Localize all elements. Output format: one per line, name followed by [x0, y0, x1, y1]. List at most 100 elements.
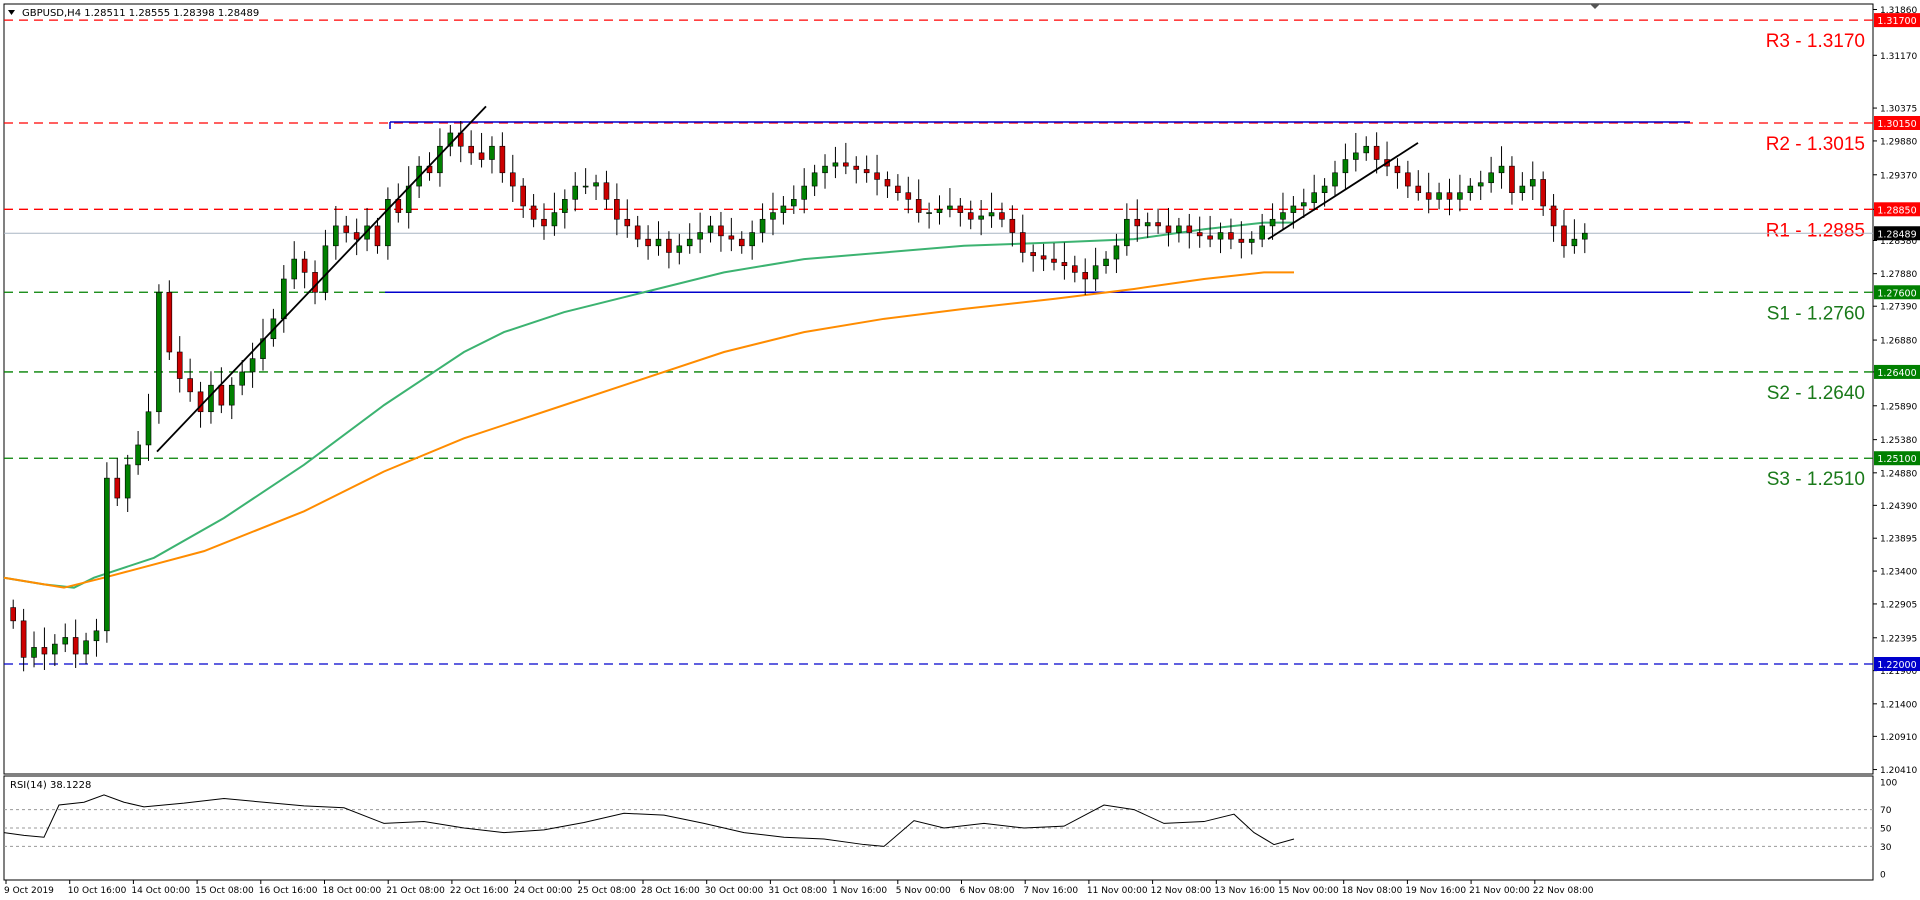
- candle-body-119[interactable]: [1248, 238, 1255, 243]
- main-panel[interactable]: [3, 3, 1874, 775]
- candle-body-107[interactable]: [1124, 218, 1130, 247]
- candle-body-17[interactable]: [187, 378, 193, 393]
- candle-body-149[interactable]: [1561, 225, 1567, 247]
- candle-body-146[interactable]: [1529, 179, 1536, 187]
- candle-body-46[interactable]: [489, 145, 495, 160]
- candle-body-97[interactable]: [1019, 232, 1026, 253]
- candle-body-138[interactable]: [1446, 192, 1453, 200]
- candle-body-134[interactable]: [1405, 172, 1411, 187]
- candle-body-49[interactable]: [520, 185, 526, 207]
- candle-body-104[interactable]: [1092, 265, 1099, 280]
- candle-body-23[interactable]: [249, 358, 256, 373]
- candle-body-32[interactable]: [343, 225, 350, 233]
- candle-body-100[interactable]: [1051, 258, 1057, 263]
- candle-body-121[interactable]: [1269, 218, 1276, 227]
- candle-body-79[interactable]: [832, 162, 839, 167]
- candle-body-111[interactable]: [1165, 225, 1172, 233]
- candle-body-128[interactable]: [1342, 159, 1349, 174]
- candle-body-73[interactable]: [770, 212, 776, 220]
- candle-body-106[interactable]: [1113, 245, 1120, 260]
- candle-body-66[interactable]: [697, 232, 703, 240]
- candle-body-136[interactable]: [1425, 192, 1432, 200]
- candle-body-112[interactable]: [1176, 225, 1182, 233]
- candle-body-36[interactable]: [385, 199, 391, 247]
- candle-body-99[interactable]: [1040, 255, 1047, 260]
- candle-body-16[interactable]: [176, 351, 183, 379]
- candle-body-20[interactable]: [218, 384, 225, 406]
- candle-body-120[interactable]: [1259, 225, 1265, 240]
- candle-body-96[interactable]: [1009, 218, 1016, 233]
- candle-body-126[interactable]: [1321, 185, 1328, 193]
- candle-body-93[interactable]: [978, 215, 984, 220]
- candle-body-27[interactable]: [291, 258, 298, 280]
- candle-body-88[interactable]: [926, 212, 932, 214]
- candle-body-102[interactable]: [1072, 265, 1078, 273]
- candle-body-48[interactable]: [509, 172, 516, 187]
- candle-body-103[interactable]: [1082, 272, 1089, 280]
- candle-body-113[interactable]: [1186, 225, 1193, 233]
- candle-body-124[interactable]: [1300, 202, 1307, 207]
- candle-body-61[interactable]: [645, 238, 651, 247]
- candle-body-109[interactable]: [1144, 222, 1151, 227]
- candle-body-116[interactable]: [1217, 232, 1224, 240]
- candle-body-137[interactable]: [1436, 192, 1442, 200]
- candle-body-71[interactable]: [749, 232, 755, 247]
- candle-body-47[interactable]: [499, 145, 506, 174]
- candle-body-141[interactable]: [1477, 182, 1484, 187]
- candle-body-143[interactable]: [1498, 165, 1505, 174]
- candle-body-151[interactable]: [1581, 232, 1588, 240]
- candle-body-130[interactable]: [1363, 145, 1370, 154]
- candle-body-31[interactable]: [333, 225, 339, 247]
- candle-body-98[interactable]: [1030, 252, 1036, 257]
- candle-body-82[interactable]: [863, 169, 870, 174]
- candle-body-127[interactable]: [1332, 172, 1338, 187]
- candle-body-140[interactable]: [1467, 185, 1474, 193]
- candle-body-35[interactable]: [374, 225, 381, 247]
- candle-body-114[interactable]: [1196, 232, 1203, 237]
- candle-body-13[interactable]: [145, 411, 152, 446]
- candle-body-18[interactable]: [197, 391, 204, 413]
- candle-body-60[interactable]: [634, 225, 641, 240]
- candle-body-0[interactable]: [10, 607, 17, 622]
- candle-body-76[interactable]: [801, 185, 808, 200]
- candle-body-19[interactable]: [208, 384, 214, 413]
- candle-body-6[interactable]: [72, 637, 79, 655]
- candle-body-145[interactable]: [1519, 185, 1526, 193]
- candle-body-55[interactable]: [582, 185, 589, 188]
- candle-body-142[interactable]: [1488, 172, 1494, 184]
- candle-body-52[interactable]: [551, 212, 558, 227]
- candle-body-87[interactable]: [915, 199, 922, 213]
- candle-body-108[interactable]: [1134, 218, 1141, 227]
- candle-body-84[interactable]: [884, 179, 891, 187]
- candle-body-117[interactable]: [1228, 232, 1234, 240]
- candle-body-135[interactable]: [1415, 185, 1422, 193]
- candle-body-14[interactable]: [156, 291, 162, 413]
- candle-body-50[interactable]: [530, 205, 537, 220]
- candle-body-129[interactable]: [1353, 152, 1359, 160]
- candle-body-91[interactable]: [957, 205, 964, 213]
- candle-body-45[interactable]: [478, 152, 485, 160]
- candle-body-44[interactable]: [468, 145, 474, 154]
- candle-body-86[interactable]: [905, 192, 912, 200]
- scroll-marker-icon[interactable]: [1590, 4, 1600, 9]
- candle-body-78[interactable]: [822, 165, 828, 174]
- candle-body-51[interactable]: [541, 218, 547, 227]
- candle-body-28[interactable]: [301, 258, 308, 273]
- candle-body-67[interactable]: [707, 225, 714, 233]
- candle-body-144[interactable]: [1509, 165, 1515, 193]
- candle-body-105[interactable]: [1103, 258, 1109, 267]
- candle-body-1[interactable]: [20, 620, 27, 658]
- candle-body-95[interactable]: [999, 212, 1005, 220]
- candle-body-89[interactable]: [936, 208, 943, 213]
- candle-body-12[interactable]: [135, 444, 141, 466]
- candle-body-122[interactable]: [1280, 212, 1286, 220]
- candle-body-41[interactable]: [437, 145, 443, 174]
- candle-body-69[interactable]: [728, 235, 735, 240]
- candle-body-21[interactable]: [228, 384, 235, 406]
- candle-body-72[interactable]: [759, 218, 766, 233]
- candle-body-85[interactable]: [895, 185, 901, 193]
- candle-body-147[interactable]: [1540, 179, 1546, 207]
- candle-body-5[interactable]: [62, 637, 69, 645]
- rsi-panel[interactable]: [3, 775, 1874, 881]
- candle-body-150[interactable]: [1571, 238, 1578, 247]
